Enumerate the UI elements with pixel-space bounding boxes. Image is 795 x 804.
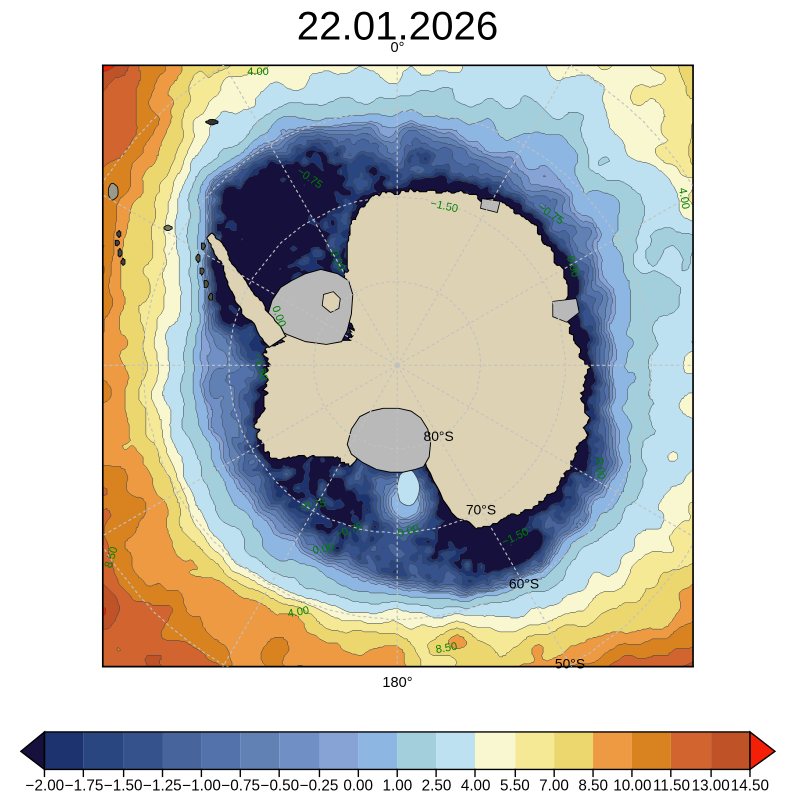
- svg-text:180°: 180°: [382, 675, 412, 691]
- svg-text:0.00: 0.00: [593, 457, 607, 480]
- svg-text:−1.25: −1.25: [143, 777, 182, 794]
- svg-text:0°: 0°: [391, 40, 405, 56]
- svg-text:−1.00: −1.00: [182, 777, 221, 794]
- svg-text:22.01.2026: 22.01.2026: [297, 3, 499, 48]
- svg-text:13.00: 13.00: [692, 777, 730, 794]
- svg-text:−0.75: −0.75: [221, 777, 260, 794]
- svg-text:14.50: 14.50: [731, 777, 769, 794]
- svg-text:−2.00: −2.00: [26, 777, 65, 794]
- svg-text:11.50: 11.50: [653, 777, 690, 794]
- svg-text:0.00: 0.00: [397, 523, 421, 540]
- svg-text:2.50: 2.50: [422, 777, 452, 794]
- svg-text:70°S: 70°S: [466, 501, 496, 517]
- svg-text:0.00: 0.00: [564, 254, 581, 278]
- svg-text:4.00: 4.00: [461, 777, 491, 794]
- svg-text:10.00: 10.00: [613, 777, 651, 794]
- svg-text:−0.75: −0.75: [297, 497, 327, 514]
- svg-text:60°S: 60°S: [509, 576, 539, 592]
- svg-text:−0.50: −0.50: [261, 777, 300, 794]
- svg-text:−1.75: −1.75: [65, 777, 104, 794]
- svg-text:8.50: 8.50: [435, 641, 458, 657]
- svg-text:−1.50: −1.50: [104, 777, 143, 794]
- svg-text:1.00: 1.00: [383, 777, 413, 794]
- svg-text:5.50: 5.50: [500, 777, 530, 794]
- svg-text:0.00: 0.00: [312, 542, 335, 558]
- svg-text:80°S: 80°S: [423, 428, 453, 444]
- svg-text:7.00: 7.00: [539, 777, 569, 794]
- svg-text:4.00: 4.00: [287, 605, 310, 621]
- svg-text:4.00: 4.00: [247, 66, 269, 78]
- svg-text:8.50: 8.50: [578, 777, 608, 794]
- svg-text:−0.25: −0.25: [300, 777, 339, 794]
- svg-text:4.00: 4.00: [676, 187, 692, 210]
- svg-text:50°S: 50°S: [555, 655, 585, 671]
- svg-text:0.00: 0.00: [343, 777, 373, 794]
